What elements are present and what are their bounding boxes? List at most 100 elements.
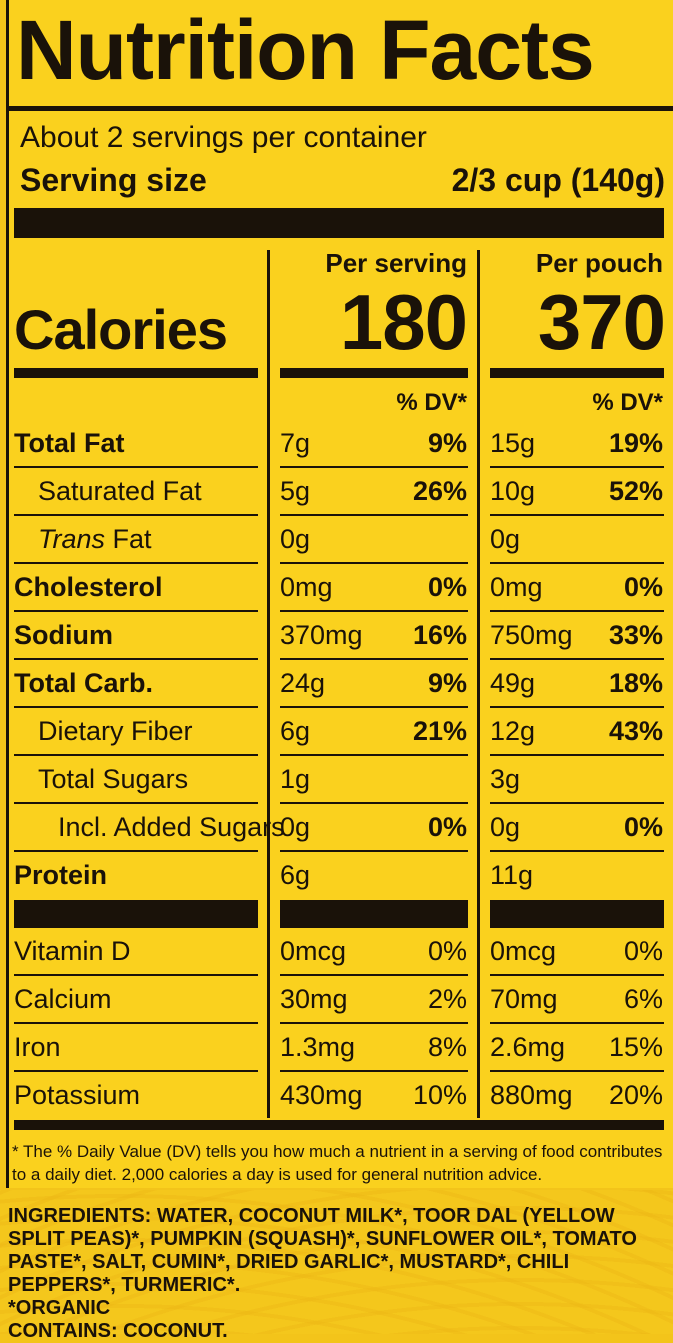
row-rule	[490, 850, 664, 852]
nutrient-name: Incl. Added Sugars	[58, 812, 285, 842]
pouch-amount: 15g	[490, 428, 536, 458]
serving-dv: 0%	[427, 812, 467, 842]
nutrition-panel	[6, 0, 673, 1188]
serving-amount: 430mg	[280, 1080, 363, 1110]
pouch-amount: 0g	[490, 524, 521, 554]
row-rule	[14, 802, 258, 804]
nutrient-name: Total Sugars	[38, 764, 189, 794]
ingredients-block: INGREDIENTS: WATER, COCONUT MILK*, TOOR …	[8, 1205, 658, 1343]
pouch-amount: 880mg	[490, 1080, 573, 1110]
serving-amount: 370mg	[280, 620, 363, 650]
row-rule	[280, 974, 468, 976]
row-rule	[280, 1070, 468, 1072]
nutrient-name-rest: Fat	[105, 524, 152, 554]
pouch-dv: 6%	[623, 984, 663, 1014]
row-rule	[14, 658, 258, 660]
pouch-dv: 19%	[608, 428, 663, 458]
row-rule	[280, 754, 468, 756]
title-rule	[9, 106, 673, 111]
serving-dv: 0%	[427, 936, 467, 966]
column-divider	[477, 250, 480, 1118]
nutrient-name: Protein	[14, 860, 108, 890]
servings-per-container: About 2 servings per container	[20, 121, 427, 154]
row-rule	[490, 974, 664, 976]
nutrient-name: Trans Fat	[38, 524, 152, 554]
nutrient-name: Saturated Fat	[38, 476, 202, 506]
row-rule	[280, 658, 468, 660]
vitamin-name: Iron	[14, 1032, 61, 1062]
row-rule	[490, 466, 664, 468]
row-rule	[14, 466, 258, 468]
serving-dv: 16%	[412, 620, 467, 650]
serving-amount: 30mg	[280, 984, 348, 1014]
calories-per-serving: 180	[339, 278, 468, 366]
row-rule	[280, 514, 468, 516]
row-rule	[280, 562, 468, 564]
serving-amount: 5g	[280, 476, 311, 506]
serving-size-label: Serving size	[20, 162, 207, 198]
pouch-amount: 49g	[490, 668, 536, 698]
pouch-amount: 3g	[490, 764, 521, 794]
serving-dv: 9%	[427, 668, 467, 698]
vitamin-name: Potassium	[14, 1080, 141, 1110]
serving-amount: 0g	[280, 524, 311, 554]
serving-dv: 10%	[412, 1080, 467, 1110]
pouch-amount: 10g	[490, 476, 536, 506]
row-rule	[490, 514, 664, 516]
row-rule	[14, 706, 258, 708]
nutrient-name: Total Fat	[14, 428, 125, 458]
pouch-dv: 0%	[623, 812, 663, 842]
organic-note: *ORGANIC	[8, 1297, 111, 1319]
pouch-dv: 43%	[608, 716, 663, 746]
row-rule	[14, 1022, 258, 1024]
contains-statement: CONTAINS: COCONUT.	[8, 1320, 228, 1342]
pouch-dv: 0%	[623, 936, 663, 966]
calories-per-pouch: 370	[537, 278, 666, 366]
nutrient-name: Sodium	[14, 620, 113, 650]
nutrient-name: Cholesterol	[14, 572, 163, 602]
row-rule	[490, 562, 664, 564]
pouch-dv: 15%	[608, 1032, 663, 1062]
label-title: Nutrition Facts	[16, 3, 595, 97]
row-rule	[490, 1022, 664, 1024]
pouch-amount: 0mg	[490, 572, 543, 602]
row-rule	[490, 610, 664, 612]
vitamin-name: Vitamin D	[14, 936, 131, 966]
thick-rule	[14, 208, 664, 238]
serving-amount: 6g	[280, 860, 311, 890]
serving-amount: 1g	[280, 764, 311, 794]
vitamin-divider	[14, 900, 258, 928]
pouch-amount: 0g	[490, 812, 521, 842]
serving-dv: 26%	[412, 476, 467, 506]
serving-dv: 8%	[427, 1032, 467, 1062]
pouch-dv: 20%	[608, 1080, 663, 1110]
row-rule	[280, 466, 468, 468]
row-rule	[14, 850, 258, 852]
nutrient-name-italic: Trans	[38, 524, 106, 554]
row-rule	[490, 658, 664, 660]
row-rule	[280, 706, 468, 708]
row-rule	[14, 514, 258, 516]
serving-size-value: 2/3 cup (140g)	[451, 162, 665, 198]
row-rule	[490, 1070, 664, 1072]
serving-dv: 2%	[427, 984, 467, 1014]
calories-rule	[490, 368, 664, 378]
row-rule	[280, 850, 468, 852]
decorative-background	[0, 1190, 673, 1334]
row-rule	[14, 610, 258, 612]
pouch-amount: 12g	[490, 716, 536, 746]
row-rule	[14, 562, 258, 564]
row-rule	[14, 1070, 258, 1072]
pouch-dv: 33%	[608, 620, 663, 650]
serving-dv: 21%	[412, 716, 467, 746]
serving-amount: 24g	[280, 668, 326, 698]
dv-header-pouch: % DV*	[592, 389, 663, 416]
bottom-rule	[14, 1120, 664, 1130]
serving-amount: 0mg	[280, 572, 333, 602]
vitamin-name: Calcium	[14, 984, 112, 1014]
ingredients-text: INGREDIENTS: WATER, COCONUT MILK*, TOOR …	[8, 1205, 637, 1296]
row-rule	[280, 1022, 468, 1024]
serving-amount: 7g	[280, 428, 311, 458]
serving-dv: 0%	[427, 572, 467, 602]
pouch-amount: 0mcg	[490, 936, 557, 966]
